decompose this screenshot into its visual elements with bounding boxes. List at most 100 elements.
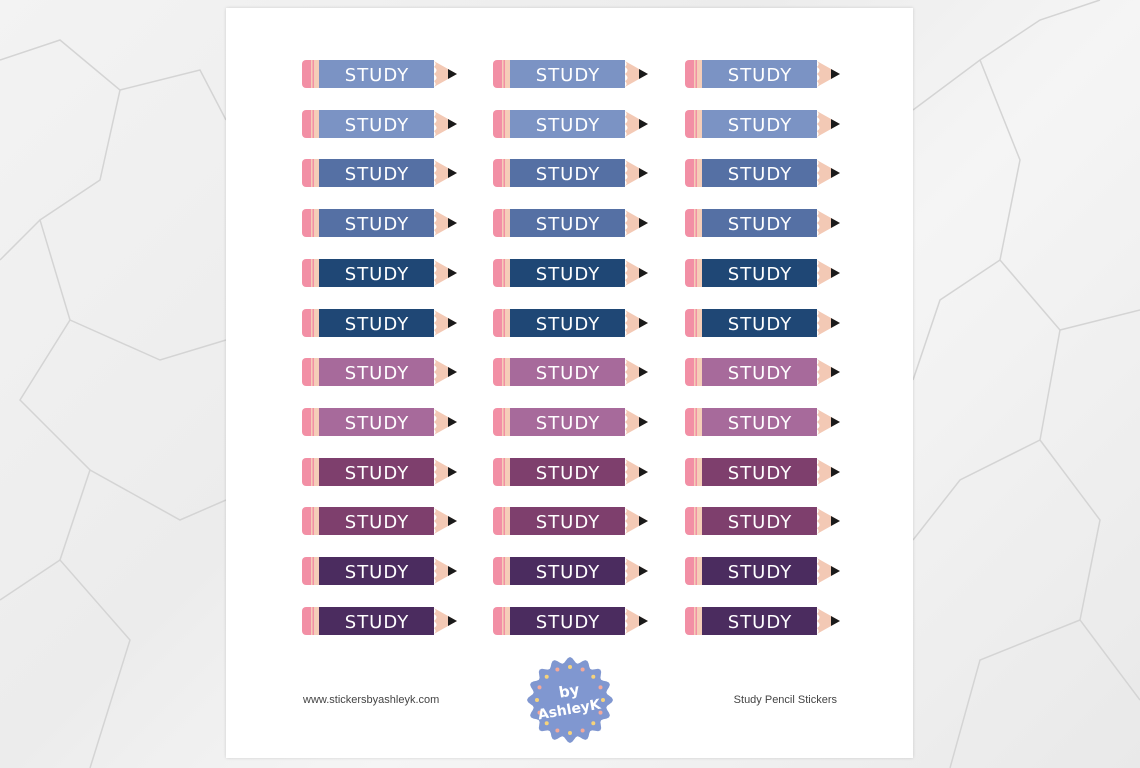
heart-dot xyxy=(591,674,596,679)
sticker-label: STUDY xyxy=(536,164,600,185)
heart-dot xyxy=(601,698,605,702)
sticker-label: STUDY xyxy=(345,612,409,633)
sticker-label: STUDY xyxy=(728,612,792,633)
sticker-label: STUDY xyxy=(345,115,409,136)
pencil-body xyxy=(319,606,434,635)
pencil-lead xyxy=(639,267,648,278)
pencil-lead xyxy=(831,367,840,378)
pencil-body xyxy=(510,109,625,138)
pencil-sticker: STUDY xyxy=(493,258,653,288)
pencil-band xyxy=(502,209,510,238)
pencil-band xyxy=(694,60,702,88)
pencil-lead xyxy=(831,615,840,626)
pencil-band xyxy=(311,308,319,337)
sticker-sheet: STUDY STUDY STUDY STUDY STUDY STUDY STUDY STUDY… xyxy=(226,8,913,758)
website-text: www.stickersbyashleyk.com xyxy=(303,694,440,706)
pencil-tip xyxy=(432,606,457,635)
pencil-body xyxy=(510,209,625,238)
pencil-band xyxy=(694,557,702,585)
heart-dot xyxy=(555,728,560,733)
pencil-body xyxy=(702,209,817,238)
sticker-label: STUDY xyxy=(728,413,792,434)
pencil-band xyxy=(694,457,702,486)
pencil-sticker: STUDY xyxy=(302,407,462,437)
pencil-tip xyxy=(623,258,648,287)
pencil-lead xyxy=(448,218,457,229)
pencil-tip xyxy=(623,60,648,88)
pencil-tip xyxy=(815,358,840,387)
pencil-sticker: STUDY xyxy=(493,308,653,338)
pencil-body xyxy=(702,457,817,486)
pencil-sticker: STUDY xyxy=(685,357,845,387)
pencil-tip xyxy=(623,209,648,238)
sticker-label: STUDY xyxy=(345,363,409,384)
pencil-sticker: STUDY xyxy=(493,59,653,89)
sticker-label: STUDY xyxy=(536,512,600,533)
pencil-tip xyxy=(432,407,457,436)
sticker-label: STUDY xyxy=(728,65,792,86)
pencil-lead xyxy=(831,69,840,79)
logo-text-by: by xyxy=(557,680,581,701)
pencil-band xyxy=(694,209,702,238)
pencil-band xyxy=(311,358,319,387)
heart-dot xyxy=(580,667,585,672)
sticker-label: STUDY xyxy=(345,164,409,185)
pencil-band xyxy=(694,507,702,536)
sticker-label: STUDY xyxy=(728,264,792,285)
pencil-tip xyxy=(815,209,840,238)
pencil-sticker: STUDY xyxy=(302,556,462,586)
pencil-sticker: STUDY xyxy=(302,457,462,487)
pencil-body xyxy=(702,507,817,536)
pencil-sticker: STUDY xyxy=(493,556,653,586)
pencil-band xyxy=(311,258,319,287)
sticker-label: STUDY xyxy=(345,214,409,235)
pencil-band xyxy=(502,358,510,387)
pencil-lead xyxy=(831,118,840,129)
pencil-tip xyxy=(815,308,840,337)
pencil-body xyxy=(319,209,434,238)
sticker-label: STUDY xyxy=(536,363,600,384)
pencil-band xyxy=(502,557,510,585)
pencil-band xyxy=(311,557,319,585)
pencil-band xyxy=(311,60,319,88)
heart-dot xyxy=(568,731,572,735)
pencil-lead xyxy=(639,416,648,427)
pencil-sticker: STUDY xyxy=(493,407,653,437)
pencil-body xyxy=(510,407,625,436)
pencil-tip xyxy=(623,159,648,188)
pencil-sticker: STUDY xyxy=(302,208,462,238)
sticker-label: STUDY xyxy=(536,65,600,86)
sticker-label: STUDY xyxy=(728,363,792,384)
pencil-tip xyxy=(432,457,457,486)
pencil-lead xyxy=(448,267,457,278)
pencil-lead xyxy=(831,416,840,427)
pencil-tip xyxy=(432,60,457,88)
heart-dot xyxy=(544,721,549,726)
pencil-lead xyxy=(448,69,457,79)
pencil-lead xyxy=(639,218,648,229)
pencil-body xyxy=(702,407,817,436)
pencil-sticker: STUDY xyxy=(685,308,845,338)
pencil-sticker: STUDY xyxy=(493,506,653,536)
pencil-sticker: STUDY xyxy=(302,158,462,188)
heart-dot xyxy=(580,728,585,733)
pencil-body xyxy=(319,457,434,486)
pencil-band xyxy=(311,159,319,188)
pencil-band xyxy=(311,507,319,536)
pencil-tip xyxy=(815,606,840,635)
pencil-sticker: STUDY xyxy=(685,158,845,188)
pencil-sticker: STUDY xyxy=(302,506,462,536)
logo-badge-shape xyxy=(527,657,613,743)
pencil-sticker: STUDY xyxy=(685,407,845,437)
pencil-lead xyxy=(639,566,648,576)
sticker-label: STUDY xyxy=(728,115,792,136)
pencil-body xyxy=(510,60,625,88)
pencil-body xyxy=(702,60,817,88)
sticker-label: STUDY xyxy=(536,115,600,136)
pencil-sticker: STUDY xyxy=(685,506,845,536)
sticker-label: STUDY xyxy=(536,264,600,285)
pencil-sticker: STUDY xyxy=(493,109,653,139)
pencil-band xyxy=(311,606,319,635)
heart-dot xyxy=(591,721,596,726)
